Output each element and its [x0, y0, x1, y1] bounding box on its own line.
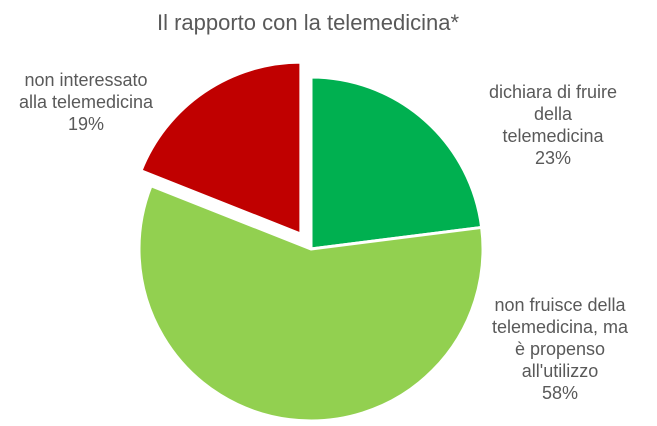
chart-title: Il rapporto con la telemedicina* [157, 10, 459, 35]
slice-label-line: telemedicina, ma [492, 317, 629, 337]
slice-label-1: non fruisce della telemedicina, ma è prope… [492, 295, 629, 403]
pie-slice-0 [309, 75, 484, 251]
pie-slice-2 [139, 60, 303, 236]
slice-label-line: non fruisce della [494, 295, 626, 315]
slice-value-label: 58% [542, 383, 578, 403]
slice-labels: dichiara di fruire della telemedicina 23% no… [19, 70, 629, 403]
slice-label-line: della [534, 104, 573, 124]
pie-slices [137, 60, 485, 423]
slice-value-label: 19% [68, 114, 104, 134]
slice-value-label: 23% [535, 148, 571, 168]
slice-label-line: è propenso [515, 339, 605, 359]
slice-label-line: all'utilizzo [522, 361, 598, 381]
pie-slice-1 [137, 184, 485, 423]
slice-label-line: non interessato [24, 70, 147, 90]
slice-label-line: alla telemedicina [19, 92, 154, 112]
slice-label-line: telemedicina [502, 126, 604, 146]
slice-label-line: dichiara di fruire [489, 82, 617, 102]
slice-label-0: dichiara di fruire della telemedicina 23% [489, 82, 617, 168]
slice-label-2: non interessato alla telemedicina 19% [19, 70, 154, 134]
